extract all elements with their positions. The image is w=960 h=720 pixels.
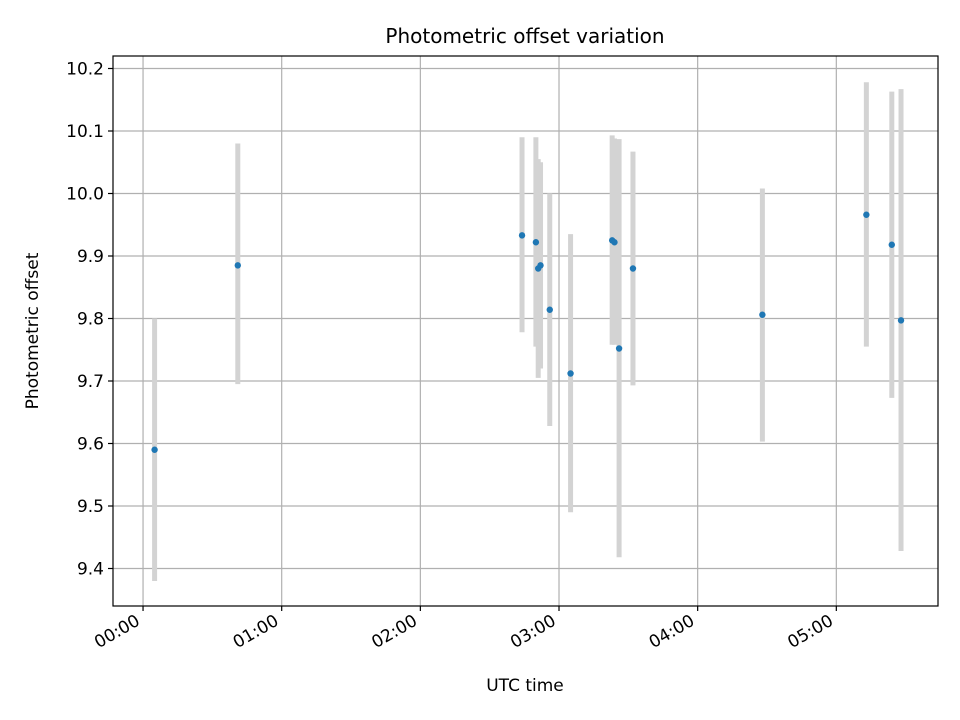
data-point: [234, 262, 241, 269]
data-point: [532, 239, 540, 246]
y-axis: 9.4 9.5 9.6 9.7 9.8 9.9 10.0 10.1 10.2: [66, 60, 113, 580]
y-axis-label: Photometric offset: [23, 252, 43, 409]
y-tick-label: 9.7: [77, 372, 104, 392]
x-axis-label: UTC time: [486, 676, 564, 696]
y-tick-label: 10.1: [66, 122, 104, 142]
data-point: [863, 211, 870, 218]
data-point: [537, 262, 544, 269]
data-point: [567, 370, 574, 377]
y-tick-label: 9.6: [77, 435, 104, 455]
data-point: [546, 306, 553, 313]
data-point: [151, 446, 158, 453]
y-tick-label: 10.0: [66, 185, 104, 205]
data-point: [759, 311, 766, 318]
data-points: [151, 211, 905, 453]
data-point: [518, 232, 526, 239]
y-tick-label: 9.9: [77, 247, 104, 267]
data-point: [615, 345, 623, 352]
chart-title: Photometric offset variation: [385, 24, 664, 48]
plot-area-frame: [112, 55, 939, 607]
data-point: [897, 317, 905, 324]
data-point: [611, 239, 618, 246]
y-tick-label: 9.8: [77, 310, 104, 330]
grid: [113, 56, 938, 606]
data-point: [629, 265, 637, 272]
y-tick-label: 9.5: [77, 497, 104, 517]
data-point: [888, 241, 895, 248]
y-tick-label: 10.2: [66, 60, 104, 80]
y-tick-label: 9.4: [77, 560, 104, 580]
